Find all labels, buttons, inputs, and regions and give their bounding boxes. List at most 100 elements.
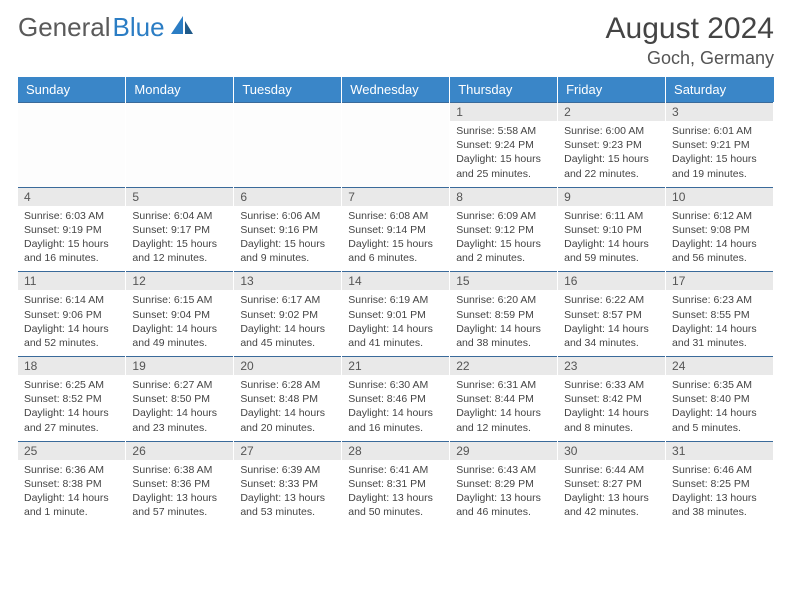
sunrise-line: Sunrise: 6:30 AM: [348, 378, 443, 392]
daylight-line: Daylight: 14 hours and 52 minutes.: [24, 322, 119, 350]
day-info-cell: [342, 121, 450, 187]
day-info-cell: Sunrise: 6:11 AMSunset: 9:10 PMDaylight:…: [558, 206, 666, 272]
day-info-cell: Sunrise: 6:04 AMSunset: 9:17 PMDaylight:…: [126, 206, 234, 272]
brand-part1: General: [18, 12, 111, 43]
day-info-row: Sunrise: 6:36 AMSunset: 8:38 PM Daylight:…: [18, 460, 774, 526]
daylight-line: Daylight: 15 hours and 25 minutes.: [456, 152, 551, 180]
day-number-cell: 26: [126, 441, 234, 460]
day-info-cell: Sunrise: 6:06 AMSunset: 9:16 PMDaylight:…: [234, 206, 342, 272]
sunset-line: Sunset: 8:48 PM: [240, 392, 335, 406]
weekday-header: Saturday: [666, 77, 774, 103]
sunset-line: Sunset: 9:04 PM: [132, 308, 227, 322]
day-info-cell: Sunrise: 6:44 AMSunset: 8:27 PMDaylight:…: [558, 460, 666, 526]
sunset-line: Sunset: 8:57 PM: [564, 308, 659, 322]
day-number-cell: 3: [666, 103, 774, 122]
sunset-line: Sunset: 8:42 PM: [564, 392, 659, 406]
day-number-cell: 4: [18, 187, 126, 206]
day-info-row: Sunrise: 6:03 AMSunset: 9:19 PMDaylight:…: [18, 206, 774, 272]
sunrise-line: Sunrise: 5:58 AM: [456, 124, 551, 138]
day-info-cell: Sunrise: 6:15 AMSunset: 9:04 PMDaylight:…: [126, 290, 234, 356]
sunrise-line: Sunrise: 6:14 AM: [24, 293, 119, 307]
day-info-cell: Sunrise: 6:22 AMSunset: 8:57 PMDaylight:…: [558, 290, 666, 356]
sunset-line: Sunset: 8:31 PM: [348, 477, 443, 491]
day-info-cell: Sunrise: 6:09 AMSunset: 9:12 PMDaylight:…: [450, 206, 558, 272]
day-number-row: 45678910: [18, 187, 774, 206]
day-info-cell: Sunrise: 6:08 AMSunset: 9:14 PMDaylight:…: [342, 206, 450, 272]
day-number-cell: 19: [126, 357, 234, 376]
sunset-line: Sunset: 8:59 PM: [456, 308, 551, 322]
daylight-line: Daylight: 14 hours and 31 minutes.: [672, 322, 767, 350]
day-number-cell: 29: [450, 441, 558, 460]
sunrise-line: Sunrise: 6:39 AM: [240, 463, 335, 477]
day-info-cell: Sunrise: 6:27 AMSunset: 8:50 PMDaylight:…: [126, 375, 234, 441]
day-info-cell: Sunrise: 6:43 AMSunset: 8:29 PMDaylight:…: [450, 460, 558, 526]
sunrise-line: Sunrise: 6:41 AM: [348, 463, 443, 477]
day-info-cell: Sunrise: 6:35 AMSunset: 8:40 PMDaylight:…: [666, 375, 774, 441]
day-info-cell: Sunrise: 6:25 AMSunset: 8:52 PMDaylight:…: [18, 375, 126, 441]
calendar-body: 123 Sunrise: 5:58 AMSunset: 9:24 PMDayli…: [18, 103, 774, 526]
daylight-line: Daylight: 13 hours and 50 minutes.: [348, 491, 443, 519]
weekday-header-row: SundayMondayTuesdayWednesdayThursdayFrid…: [18, 77, 774, 103]
sunset-line: Sunset: 8:40 PM: [672, 392, 767, 406]
daylight-line: Daylight: 15 hours and 19 minutes.: [672, 152, 767, 180]
sunset-line: Sunset: 8:44 PM: [456, 392, 551, 406]
day-number-cell: 22: [450, 357, 558, 376]
sunset-line: Sunset: 9:23 PM: [564, 138, 659, 152]
day-info-row: Sunrise: 6:14 AMSunset: 9:06 PMDaylight:…: [18, 290, 774, 356]
day-number-cell: 7: [342, 187, 450, 206]
day-number-cell: 2: [558, 103, 666, 122]
sunset-line: Sunset: 9:16 PM: [240, 223, 335, 237]
day-info-cell: Sunrise: 6:41 AMSunset: 8:31 PMDaylight:…: [342, 460, 450, 526]
weekday-header: Sunday: [18, 77, 126, 103]
day-info-cell: [126, 121, 234, 187]
daylight-line: Daylight: 13 hours and 46 minutes.: [456, 491, 551, 519]
sunrise-line: Sunrise: 6:33 AM: [564, 378, 659, 392]
day-number-cell: 25: [18, 441, 126, 460]
day-number-cell: 11: [18, 272, 126, 291]
daylight-line: Daylight: 14 hours and 20 minutes.: [240, 406, 335, 434]
sunrise-line: Sunrise: 6:36 AM: [24, 463, 119, 477]
day-number-row: 123: [18, 103, 774, 122]
daylight-line: Daylight: 14 hours and 59 minutes.: [564, 237, 659, 265]
sunset-line: Sunset: 8:25 PM: [672, 477, 767, 491]
day-info-cell: [18, 121, 126, 187]
daylight-line: Daylight: 15 hours and 12 minutes.: [132, 237, 227, 265]
location: Goch, Germany: [606, 48, 774, 69]
day-info-cell: Sunrise: 6:46 AMSunset: 8:25 PMDaylight:…: [666, 460, 774, 526]
sunrise-line: Sunrise: 6:17 AM: [240, 293, 335, 307]
day-number-cell: 10: [666, 187, 774, 206]
sunrise-line: Sunrise: 6:09 AM: [456, 209, 551, 223]
sunset-line: Sunset: 9:08 PM: [672, 223, 767, 237]
sunset-line: Sunset: 8:36 PM: [132, 477, 227, 491]
sunrise-line: Sunrise: 6:35 AM: [672, 378, 767, 392]
day-number-cell: 28: [342, 441, 450, 460]
sunset-line: Sunset: 8:52 PM: [24, 392, 119, 406]
day-number-cell: 24: [666, 357, 774, 376]
daylight-line: Daylight: 15 hours and 2 minutes.: [456, 237, 551, 265]
sunset-line: Sunset: 8:38 PM: [24, 477, 119, 491]
daylight-line: Daylight: 13 hours and 53 minutes.: [240, 491, 335, 519]
day-number-row: 25262728293031: [18, 441, 774, 460]
sunrise-line: Sunrise: 6:28 AM: [240, 378, 335, 392]
day-number-cell: 8: [450, 187, 558, 206]
sunset-line: Sunset: 9:12 PM: [456, 223, 551, 237]
daylight-line: Daylight: 13 hours and 38 minutes.: [672, 491, 767, 519]
daylight-line: Daylight: 15 hours and 6 minutes.: [348, 237, 443, 265]
sunset-line: Sunset: 9:24 PM: [456, 138, 551, 152]
daylight-line: Daylight: 15 hours and 16 minutes.: [24, 237, 119, 265]
sunset-line: Sunset: 8:27 PM: [564, 477, 659, 491]
sunrise-line: Sunrise: 6:38 AM: [132, 463, 227, 477]
sunset-line: Sunset: 9:01 PM: [348, 308, 443, 322]
sunrise-line: Sunrise: 6:04 AM: [132, 209, 227, 223]
weekday-header: Thursday: [450, 77, 558, 103]
day-info-cell: Sunrise: 6:31 AMSunset: 8:44 PMDaylight:…: [450, 375, 558, 441]
day-number-cell: 1: [450, 103, 558, 122]
day-info-cell: Sunrise: 6:39 AMSunset: 8:33 PMDaylight:…: [234, 460, 342, 526]
day-number-cell: 27: [234, 441, 342, 460]
sunset-line: Sunset: 8:33 PM: [240, 477, 335, 491]
daylight-line: Daylight: 13 hours and 42 minutes.: [564, 491, 659, 519]
daylight-line: Daylight: 14 hours and 27 minutes.: [24, 406, 119, 434]
daylight-line: Daylight: 14 hours and 8 minutes.: [564, 406, 659, 434]
brand-part2: Blue: [113, 12, 165, 43]
sunset-line: Sunset: 9:06 PM: [24, 308, 119, 322]
